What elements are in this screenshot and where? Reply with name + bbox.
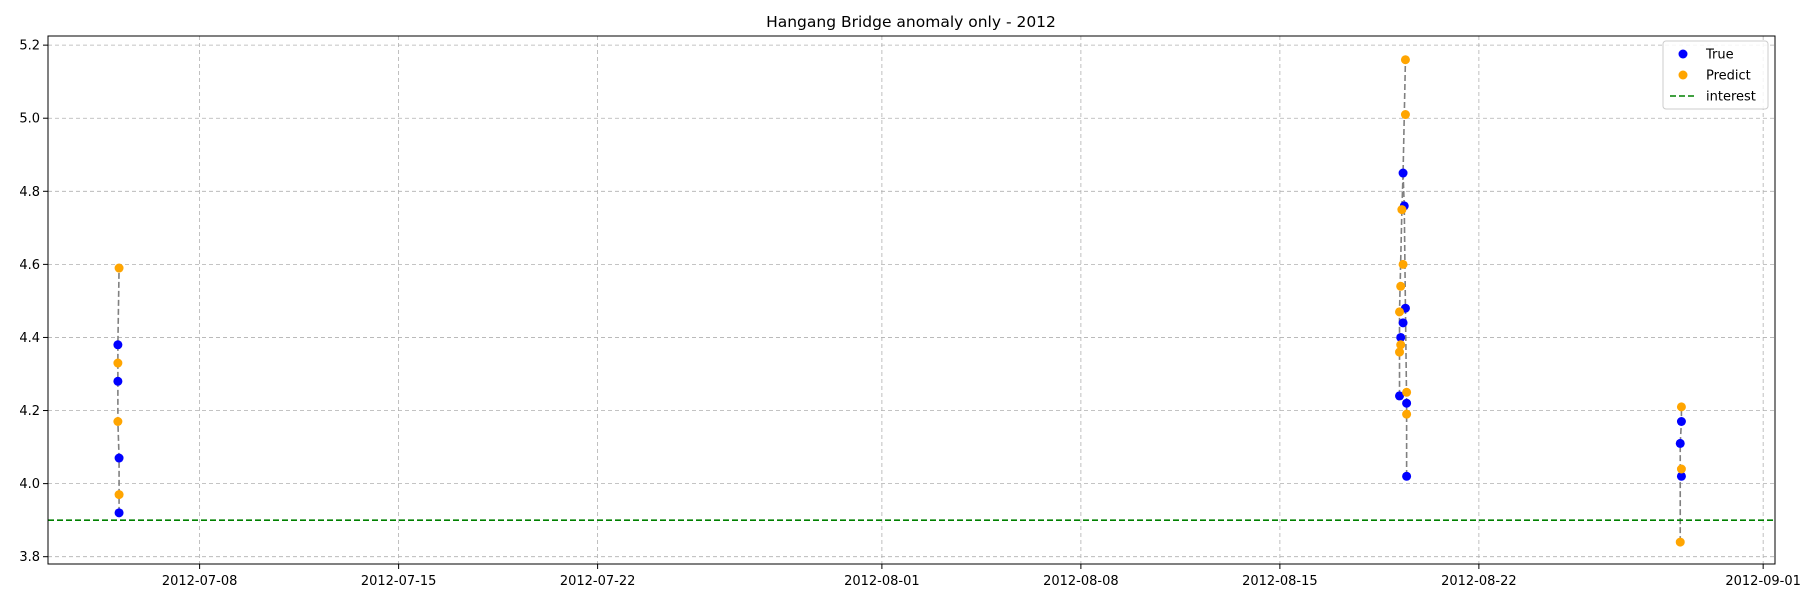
predict-point — [1400, 110, 1410, 120]
true-point — [1402, 398, 1412, 408]
predict-point — [1396, 281, 1406, 291]
predict-point — [113, 416, 123, 426]
y-tick-label: 4.0 — [19, 477, 40, 492]
true-point — [114, 453, 124, 463]
connector-line — [1679, 406, 1683, 543]
x-tick-label: 2012-09-01 — [1725, 574, 1800, 589]
plot-frame — [47, 35, 1776, 565]
true-point — [113, 376, 123, 386]
legend-marker-true — [1678, 49, 1688, 59]
predict-point — [1395, 347, 1405, 357]
true-point — [1398, 318, 1408, 328]
x-tick-label: 2012-08-22 — [1441, 574, 1517, 589]
y-tick-label: 5.0 — [19, 112, 40, 127]
y-tick-label: 3.8 — [19, 550, 40, 565]
x-tick-label: 2012-08-01 — [844, 574, 920, 589]
true-point — [1398, 168, 1408, 178]
predict-point — [113, 358, 123, 368]
true-point — [1396, 332, 1406, 342]
x-tick-label: 2012-08-08 — [1043, 574, 1119, 589]
x-axis: 2012-07-08 2012-07-15 2012-07-22 2012-08-01… — [162, 564, 1800, 589]
predict-point — [1676, 464, 1686, 474]
predict-point — [114, 490, 124, 500]
y-tick-label: 4.8 — [19, 185, 40, 200]
predict-point — [1402, 409, 1412, 419]
true-point — [1676, 471, 1686, 481]
predict-point — [1675, 537, 1685, 547]
predict-point — [1396, 340, 1406, 350]
legend: True Predict interest — [1662, 40, 1769, 110]
grid-lines — [48, 36, 1775, 564]
predict-point — [1395, 307, 1405, 317]
connector-line — [117, 268, 120, 513]
true-point — [1395, 391, 1405, 401]
legend-label-interest: interest — [1706, 90, 1756, 105]
legend-label-predict: Predict — [1706, 69, 1751, 84]
predict-point — [1676, 402, 1686, 412]
legend-box — [1662, 40, 1769, 110]
true-point — [113, 340, 123, 350]
x-tick-label: 2012-07-22 — [560, 574, 636, 589]
predict-point — [1398, 259, 1408, 269]
true-point — [1675, 438, 1685, 448]
predict-point — [1397, 205, 1407, 215]
chart-title: Hangang Bridge anomaly only - 2012 — [766, 13, 1056, 31]
x-tick-label: 2012-07-08 — [162, 574, 238, 589]
true-point — [1676, 416, 1686, 426]
true-point — [1402, 471, 1412, 481]
predict-point — [1400, 55, 1410, 65]
x-tick-label: 2012-07-15 — [361, 574, 437, 589]
y-tick-label: 4.6 — [19, 258, 40, 273]
data-points — [113, 55, 1686, 547]
predict-point — [114, 263, 124, 273]
x-tick-label: 2012-08-15 — [1242, 574, 1318, 589]
y-tick-label: 4.2 — [19, 404, 40, 419]
predict-point — [1402, 387, 1412, 397]
true-point — [114, 508, 124, 518]
y-tick-label: 5.2 — [19, 39, 40, 54]
y-tick-label: 4.4 — [19, 331, 40, 346]
legend-marker-predict — [1678, 70, 1688, 80]
y-axis: 3.8 4.0 4.2 4.4 4.6 4.8 5.0 5.2 — [19, 39, 48, 565]
legend-label-true: True — [1705, 48, 1734, 63]
